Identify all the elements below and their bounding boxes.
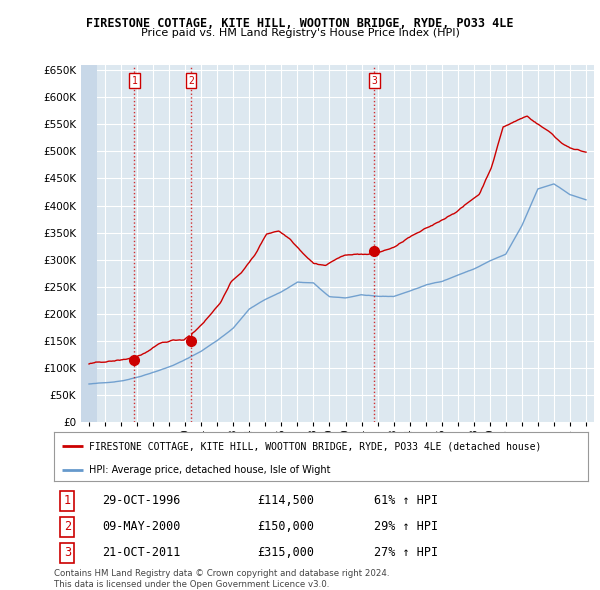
Text: 21-OCT-2011: 21-OCT-2011 [102,546,181,559]
Text: Contains HM Land Registry data © Crown copyright and database right 2024.
This d: Contains HM Land Registry data © Crown c… [54,569,389,589]
Text: £114,500: £114,500 [257,494,314,507]
Text: 2: 2 [188,76,194,86]
Text: 29-OCT-1996: 29-OCT-1996 [102,494,181,507]
Text: 1: 1 [131,76,137,86]
Text: HPI: Average price, detached house, Isle of Wight: HPI: Average price, detached house, Isle… [89,465,330,475]
Text: 1: 1 [64,494,71,507]
Text: 29% ↑ HPI: 29% ↑ HPI [374,520,439,533]
Text: 09-MAY-2000: 09-MAY-2000 [102,520,181,533]
Text: 27% ↑ HPI: 27% ↑ HPI [374,546,439,559]
Text: £150,000: £150,000 [257,520,314,533]
Text: FIRESTONE COTTAGE, KITE HILL, WOOTTON BRIDGE, RYDE, PO33 4LE (detached house): FIRESTONE COTTAGE, KITE HILL, WOOTTON BR… [89,441,541,451]
Text: 61% ↑ HPI: 61% ↑ HPI [374,494,439,507]
Text: 3: 3 [371,76,377,86]
Text: Price paid vs. HM Land Registry's House Price Index (HPI): Price paid vs. HM Land Registry's House … [140,28,460,38]
Text: 2: 2 [64,520,71,533]
Text: 3: 3 [64,546,71,559]
Text: FIRESTONE COTTAGE, KITE HILL, WOOTTON BRIDGE, RYDE, PO33 4LE: FIRESTONE COTTAGE, KITE HILL, WOOTTON BR… [86,17,514,30]
Text: £315,000: £315,000 [257,546,314,559]
